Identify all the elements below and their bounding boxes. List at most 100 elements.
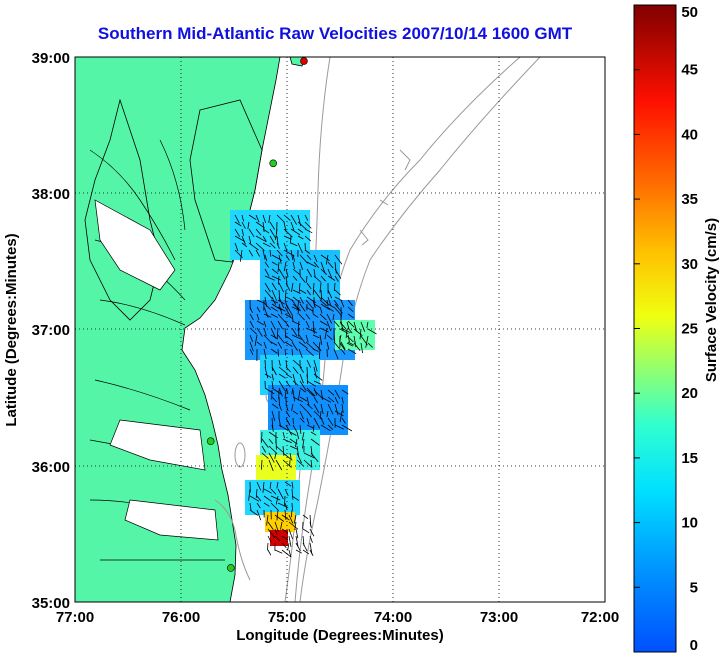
velocity-vector <box>339 410 343 423</box>
velocity-vector <box>313 275 322 283</box>
velocity-vector <box>327 289 333 299</box>
velocity-vector <box>270 313 278 318</box>
velocity-vector <box>277 261 280 273</box>
velocity-vector <box>340 299 345 308</box>
velocity-vector <box>262 249 266 260</box>
velocity-vector <box>332 313 335 320</box>
velocity-vector <box>347 341 355 346</box>
x-tick-label: 76:00 <box>162 609 200 626</box>
velocity-vector <box>283 228 293 238</box>
x-tick-label: 72:00 <box>581 609 619 626</box>
velocity-vector <box>326 334 333 340</box>
velocity-vector <box>326 410 329 417</box>
velocity-vector <box>267 549 272 556</box>
velocity-vector <box>270 320 276 330</box>
velocity-vector <box>333 348 339 360</box>
velocity-vector <box>277 348 279 357</box>
velocity-vector <box>327 424 334 430</box>
velocity-vector <box>304 228 313 234</box>
velocity-vector <box>296 452 302 464</box>
velocity-vector <box>327 396 335 403</box>
velocity-vector <box>347 348 357 355</box>
station-markers <box>206 57 308 572</box>
velocity-vector <box>256 502 261 509</box>
velocity-vector <box>277 320 283 330</box>
velocity-vector <box>278 366 287 374</box>
velocity-vector <box>347 313 354 319</box>
velocity-vector <box>347 299 353 307</box>
velocity-vector <box>255 214 260 223</box>
velocity-vector <box>256 320 264 326</box>
colorbar-tick-label: 5 <box>690 579 698 596</box>
velocity-vector <box>277 341 283 349</box>
velocity-vector <box>312 320 315 333</box>
velocity-vector <box>278 303 283 315</box>
velocity-vector <box>320 254 330 262</box>
velocity-vector <box>320 289 323 301</box>
velocity-vector <box>327 417 334 426</box>
velocity-vector <box>234 242 239 252</box>
velocity-vector <box>283 249 295 257</box>
velocity-vector <box>284 334 294 342</box>
velocity-vector <box>261 431 263 443</box>
velocity-vector <box>271 261 278 266</box>
y-tick-label: 36:00 <box>32 459 70 476</box>
velocity-vector <box>275 495 279 505</box>
velocity-vector <box>249 306 253 313</box>
velocity-vector <box>320 303 330 311</box>
velocity-vector <box>305 334 309 343</box>
velocity-vector <box>359 328 362 340</box>
velocity-vector <box>290 221 295 231</box>
velocity-vector <box>264 359 266 368</box>
velocity-vector <box>313 289 322 300</box>
velocity-vector <box>271 387 282 395</box>
colorbar-ticks: 0 5 10 15 20 25 30 35 40 45 50 <box>634 4 698 654</box>
velocity-vector <box>312 348 319 352</box>
y-axis-ticks: 39:00 38:00 37:00 36:00 35:00 <box>32 50 70 612</box>
velocity-vector <box>306 387 316 397</box>
velocity-vector <box>241 235 246 245</box>
velocity-vector <box>327 296 331 306</box>
velocity-vector <box>256 509 262 521</box>
velocity-vector <box>241 214 244 222</box>
velocity-vector <box>285 424 293 436</box>
colorbar-label: Surface Velocity (cm/s) <box>703 218 720 382</box>
velocity-vector <box>248 228 255 238</box>
velocity-vector <box>326 299 329 307</box>
velocity-vector <box>327 403 334 415</box>
velocity-vector <box>278 387 283 397</box>
colorbar-tick-label: 10 <box>681 515 698 532</box>
velocity-vector <box>313 268 316 278</box>
velocity-vector <box>333 299 339 307</box>
y-tick-label: 38:00 <box>32 186 70 203</box>
velocity-vector <box>292 254 296 262</box>
velocity-vector <box>298 348 303 359</box>
colorbar-tick-label: 40 <box>681 126 698 143</box>
velocity-vector <box>333 341 341 351</box>
velocity-vector <box>304 249 311 254</box>
velocity-vector <box>292 396 304 403</box>
velocity-vector <box>283 235 292 240</box>
velocity-vector <box>264 254 268 262</box>
velocity-vector <box>297 389 301 401</box>
velocity-vector <box>271 303 282 311</box>
colorbar-gradient <box>633 4 677 653</box>
velocity-vector <box>298 341 308 349</box>
velocity-vector <box>288 514 294 524</box>
velocity-vector <box>310 431 317 436</box>
velocity-vector <box>284 389 287 399</box>
velocity-vector <box>312 313 319 318</box>
velocity-vector <box>365 335 369 348</box>
velocity-vector <box>347 320 355 328</box>
velocity-vector <box>339 342 346 351</box>
velocity-vector <box>291 299 297 307</box>
velocity-vector <box>290 235 292 244</box>
velocity-vector <box>278 403 282 411</box>
velocity-vector <box>313 254 318 263</box>
velocity-vector <box>333 320 340 328</box>
velocity-vector <box>271 268 279 275</box>
velocity-vector <box>248 214 257 221</box>
velocity-vector <box>292 359 303 369</box>
velocity-vector <box>278 254 282 264</box>
velocity-vector <box>309 528 315 537</box>
